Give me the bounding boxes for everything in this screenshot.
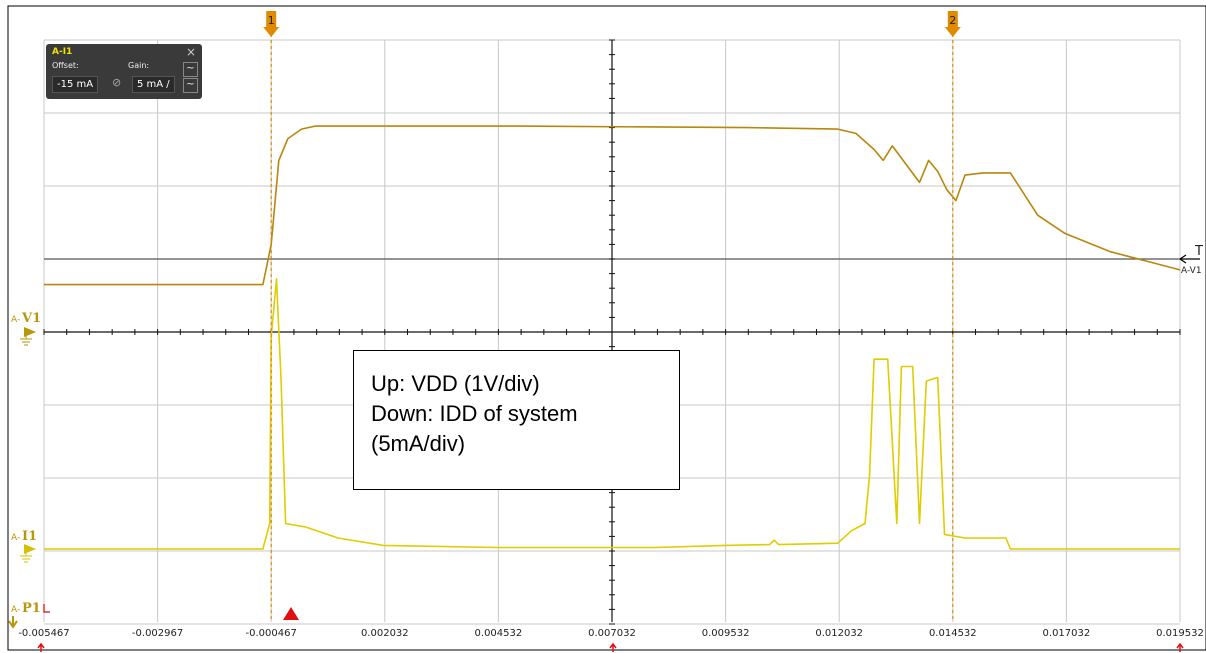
- channel-marker-v1[interactable]: A- V1: [11, 311, 41, 346]
- lock-icon[interactable]: ⊘: [112, 76, 122, 89]
- cursor-handle-2[interactable]: [947, 11, 958, 27]
- cursor-arrow-icon: [263, 27, 280, 37]
- trigger-position-icon: [283, 607, 299, 620]
- cursor-label-2: 2: [949, 14, 956, 27]
- ground-icon: [20, 333, 32, 346]
- channel-p1-prefix: A-: [11, 605, 20, 615]
- channel-marker-p1[interactable]: A- P1: [8, 601, 50, 629]
- channel-i1-prefix: A-: [11, 533, 20, 543]
- x-tick-labels: -0.005467 -0.002967 -0.000467 0.002032 0.004…: [18, 628, 1204, 639]
- time-marker-icon: [1176, 642, 1184, 652]
- cursor-label-1: 1: [268, 14, 275, 27]
- trigger-marker[interactable]: T A-V1: [1179, 244, 1203, 276]
- x-tick-label: 0.004532: [475, 628, 523, 639]
- trace-a-v1: [44, 125, 1181, 286]
- channel-v1-arrow-icon: [24, 327, 36, 337]
- channel-info-box[interactable]: A-I1 × Offset: Gain: -15 mA ⊘ 5 mA / ~ ~: [46, 44, 202, 99]
- x-tick-label: 0.007032: [588, 628, 636, 639]
- channel-v1-prefix: A-: [11, 315, 20, 325]
- info-box-title: A-I1: [52, 47, 73, 57]
- cursor-handle-1[interactable]: [266, 11, 277, 27]
- dc-coupling-icon[interactable]: ~: [183, 78, 198, 93]
- gain-value[interactable]: 5 mA /: [132, 76, 175, 93]
- x-tick-label: 0.012032: [815, 628, 863, 639]
- channel-marker-i1[interactable]: A- I1: [11, 529, 37, 563]
- gain-label: Gain:: [128, 61, 150, 70]
- annotation-line-1: Up: VDD (1V/div): [371, 371, 540, 396]
- channel-i1-label: I1: [22, 529, 37, 544]
- annotation-line-3: (5mA/div): [371, 431, 466, 456]
- plot-grid: [43, 39, 1181, 625]
- x-tick-label: 0.002032: [361, 628, 409, 639]
- offset-label: Offset:: [52, 61, 79, 70]
- cursor-arrow-icon: [944, 27, 961, 37]
- x-tick-label: 0.009532: [702, 628, 750, 639]
- annotation-box: Up: VDD (1V/div) Down: IDD of system (5m…: [353, 350, 680, 490]
- x-tick-label: 0.019532: [1156, 628, 1204, 639]
- offset-value[interactable]: -15 mA: [52, 76, 99, 93]
- x-tick-label: -0.005467: [18, 628, 69, 639]
- trigger-letter: T: [1194, 244, 1203, 259]
- ac-coupling-icon[interactable]: ~: [183, 62, 198, 77]
- x-tick-label: -0.002967: [132, 628, 183, 639]
- down-arrow-icon: [8, 616, 18, 629]
- ground-icon: [20, 550, 32, 563]
- channel-p1-label: P1: [22, 601, 41, 616]
- time-marker-icon: [37, 642, 45, 652]
- x-tick-label: 0.014532: [929, 628, 977, 639]
- outer-frame: [7, 5, 1206, 651]
- channel-i1-arrow-icon: [24, 544, 36, 554]
- trace-a-i1: [44, 278, 1180, 550]
- channel-v1-label: V1: [21, 311, 41, 326]
- annotation-line-2: Down: IDD of system: [371, 401, 578, 426]
- time-marker-icon: [609, 642, 617, 652]
- marker-icon: [43, 604, 50, 613]
- x-tick-label: -0.000467: [246, 628, 297, 639]
- traces: [44, 125, 1181, 550]
- trigger-arrow-icon: [1179, 254, 1200, 264]
- x-tick-label: 0.017032: [1043, 628, 1091, 639]
- trigger-channel: A-V1: [1181, 266, 1202, 276]
- close-icon[interactable]: ×: [185, 45, 196, 59]
